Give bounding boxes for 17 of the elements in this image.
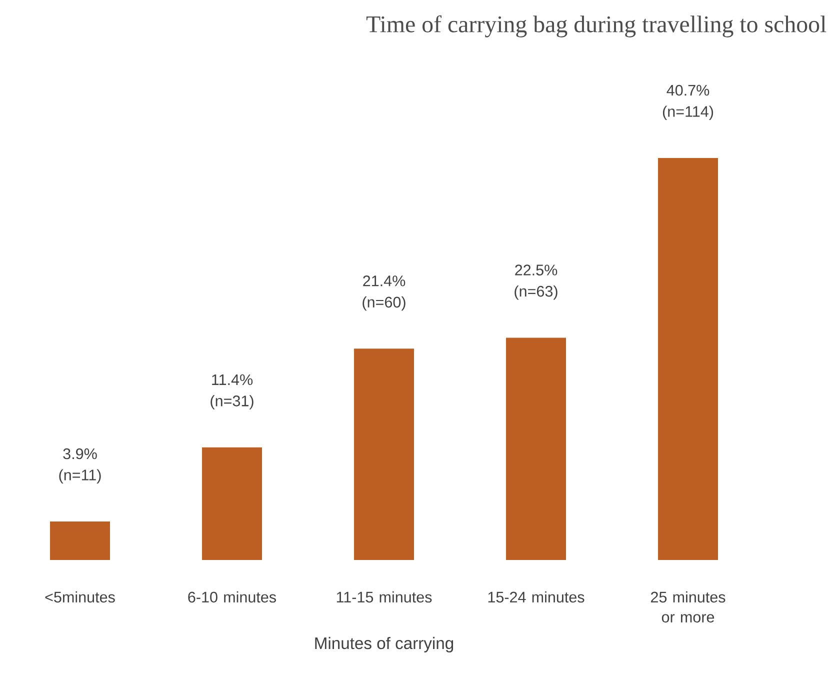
- data-label: 40.7% (n=114): [662, 84, 714, 120]
- bar: [658, 158, 718, 560]
- bar: [354, 348, 414, 560]
- x-tick-label: 6-10 minutes: [188, 591, 276, 603]
- data-label: 11.4% (n=31): [210, 374, 254, 410]
- bar: [50, 521, 110, 560]
- x-tick-label: 11-15 minutes: [336, 591, 432, 603]
- x-tick-label: 15-24 minutes: [488, 591, 584, 603]
- data-label: 3.9% (n=11): [59, 448, 101, 484]
- data-label: 22.5% (n=63): [514, 264, 558, 300]
- bar: [202, 447, 262, 560]
- bar: [506, 338, 566, 560]
- data-label: 21.4% (n=60): [362, 276, 406, 311]
- x-tick-label: 25 minutes or more: [651, 591, 726, 622]
- chart-title: Time of carrying bag during travelling to school: [366, 15, 826, 38]
- x-axis-title: Minutes of carrying: [315, 636, 454, 652]
- x-tick-label: <5minutes: [45, 591, 115, 603]
